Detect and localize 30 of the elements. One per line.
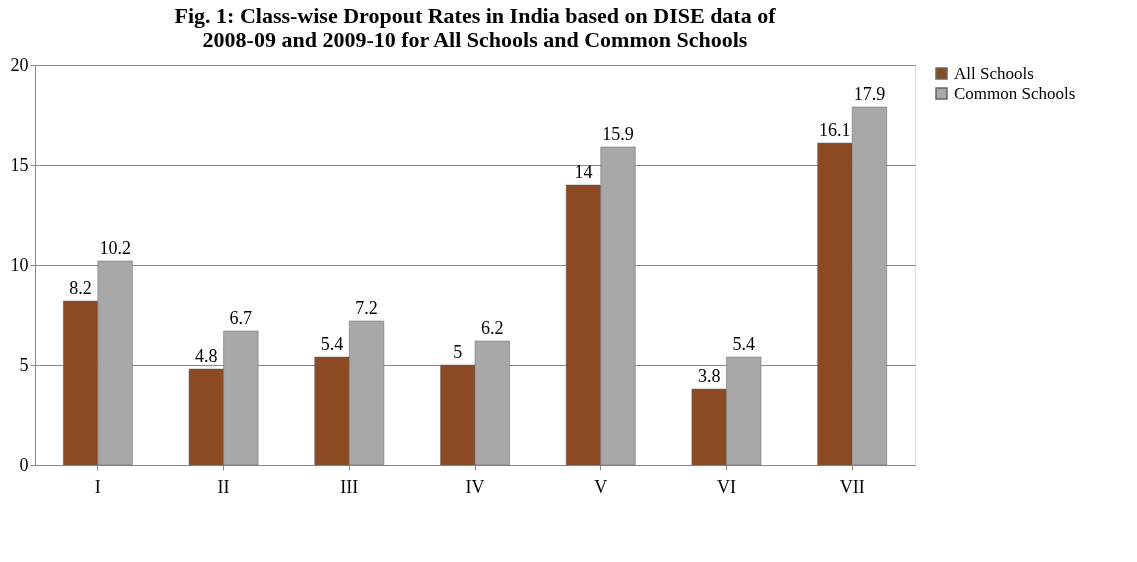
data-label: 6.2 xyxy=(481,318,504,338)
data-label: 5.4 xyxy=(320,334,344,354)
data-label: 14 xyxy=(574,162,593,182)
x-tick-label: IV xyxy=(465,476,485,497)
data-label: 17.9 xyxy=(853,84,886,104)
y-tick-label: 20 xyxy=(10,54,29,75)
x-tick-label: II xyxy=(217,476,230,497)
y-tick-label: 5 xyxy=(19,354,29,375)
y-tick-label: 10 xyxy=(10,254,29,275)
x-tick-label: VI xyxy=(716,476,736,497)
data-label: 3.8 xyxy=(697,366,721,386)
text: Fig. 1: Class-wise Dropout Rates in India based on DISE data of xyxy=(174,3,776,28)
text: 2008-09 and 2009-10 for All Schools and Common Schools xyxy=(202,27,748,52)
x-tick-label: III xyxy=(340,476,359,497)
data-label: 6.7 xyxy=(229,308,253,328)
data-label: 7.2 xyxy=(355,298,378,318)
x-tick-label: V xyxy=(594,476,608,497)
data-label: 16.1 xyxy=(819,120,851,140)
data-label: 15.9 xyxy=(602,124,634,144)
data-label: 5.4 xyxy=(732,334,755,354)
data-label: 5 xyxy=(453,342,463,362)
x-tick-label: I xyxy=(94,476,101,497)
data-label: 4.8 xyxy=(195,346,218,366)
data-label: 10.2 xyxy=(99,238,131,258)
legend-label: Common Schools xyxy=(954,83,1076,103)
legend-label: All Schools xyxy=(954,63,1034,83)
y-tick-label: 15 xyxy=(10,154,29,175)
y-tick-label: 0 xyxy=(19,454,29,475)
data-label: 8.2 xyxy=(69,278,92,298)
x-tick-label: VII xyxy=(839,476,865,497)
